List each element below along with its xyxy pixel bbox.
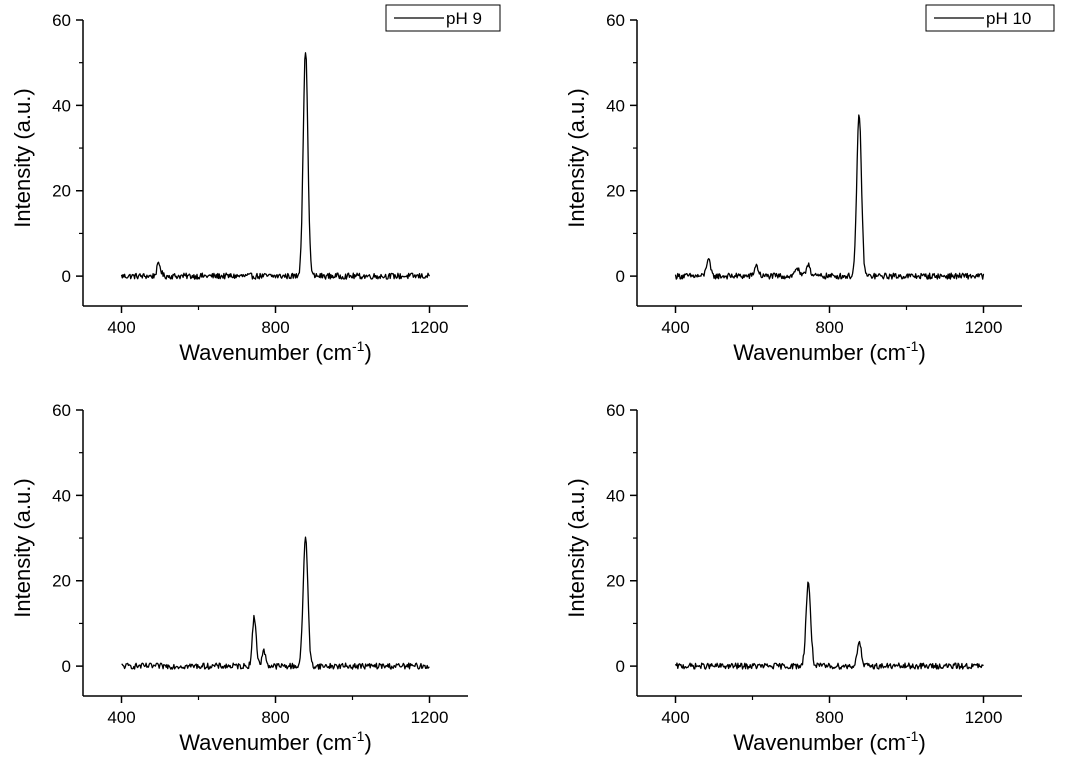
x-tick-label: 800 (815, 318, 843, 337)
x-tick-label: 400 (107, 708, 135, 727)
y-tick-label: 60 (52, 11, 71, 30)
y-axis-title: Intensity (a.u.) (564, 88, 589, 227)
series-line-ph-7 (120, 52, 431, 280)
y-tick-label: 20 (52, 572, 71, 591)
y-tick-label: 20 (606, 182, 625, 201)
y-tick-label: 40 (52, 96, 71, 115)
series-line-ph-9 (121, 536, 430, 670)
y-tick-label: 40 (606, 486, 625, 505)
y-axis-title: Intensity (a.u.) (564, 478, 589, 617)
x-axis-title: Wavenumber (cm-1) (179, 728, 372, 755)
x-axis-title: Wavenumber (cm-1) (733, 338, 926, 365)
y-tick-label: 0 (62, 657, 71, 676)
x-tick-label: 1200 (965, 318, 1003, 337)
legend-label: pH 9 (446, 9, 482, 28)
y-tick-label: 0 (616, 657, 625, 676)
y-tick-label: 40 (606, 96, 625, 115)
chart-panel-1: 0 20 40 60 400 800 1200 Wavenumber (cm-1) Intens… (10, 4, 501, 365)
x-tick-label: 800 (815, 708, 843, 727)
y-tick-label: 0 (62, 267, 71, 286)
y-tick-label: 20 (52, 182, 71, 201)
x-axis-title: Wavenumber (cm-1) (733, 728, 926, 755)
series-line-ph-10 (674, 581, 984, 670)
y-tick-label: 40 (52, 486, 71, 505)
x-axis-title: Wavenumber (cm-1) (179, 338, 372, 365)
y-tick-label: 60 (52, 401, 71, 420)
x-tick-label: 1200 (411, 708, 449, 727)
y-tick-label: 60 (606, 401, 625, 420)
x-tick-label: 800 (261, 708, 289, 727)
y-tick-label: 20 (606, 572, 625, 591)
y-tick-label: 0 (616, 267, 625, 286)
y-axis-title: Intensity (a.u.) (10, 88, 35, 227)
x-tick-label: 1200 (411, 318, 449, 337)
x-tick-label: 1200 (965, 708, 1003, 727)
y-tick-label: 60 (606, 11, 625, 30)
x-tick-label: 400 (661, 708, 689, 727)
x-tick-label: 400 (107, 318, 135, 337)
x-tick-label: 400 (661, 318, 689, 337)
x-tick-label: 800 (261, 318, 289, 337)
legend-label: pH 10 (986, 9, 1031, 28)
series-line-ph-8 (674, 114, 985, 280)
y-axis-title: Intensity (a.u.) (10, 478, 35, 617)
chart-panel-2: 0 20 40 60 400 800 1200 Wavenumber (cm-1) Intens… (564, 4, 1055, 365)
